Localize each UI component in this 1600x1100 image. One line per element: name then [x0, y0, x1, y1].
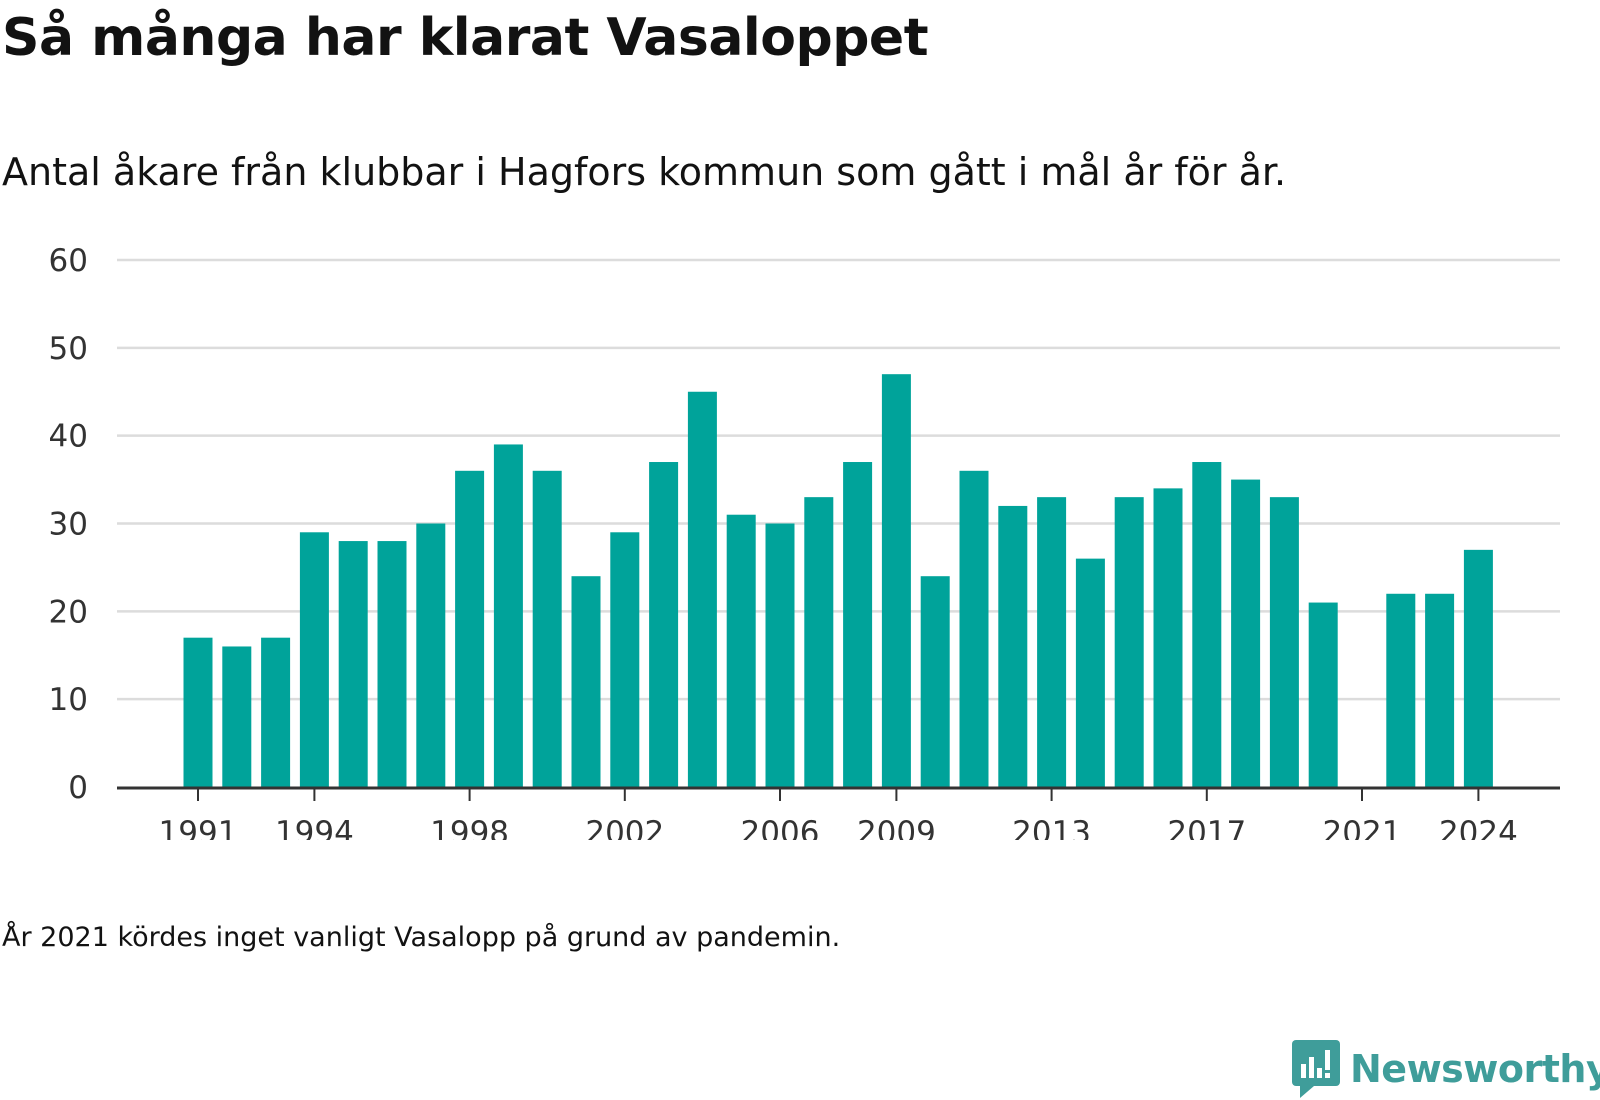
bar-2007: [804, 497, 834, 787]
y-tick-label: 20: [49, 594, 88, 630]
footnote: År 2021 kördes inget vanligt Vasalopp på…: [2, 922, 841, 953]
bar-2005: [726, 514, 756, 787]
bar-1996: [377, 541, 407, 787]
x-tick-label: 2002: [585, 815, 664, 840]
y-tick-label: 40: [49, 419, 88, 455]
bar-2015: [1114, 497, 1144, 787]
bars: [183, 374, 1493, 787]
chart-title: Så många har klarat Vasaloppet: [2, 8, 929, 68]
bar-2019: [1269, 497, 1299, 787]
y-tick-label: 0: [68, 770, 88, 806]
brand-name: Newsworthy: [1350, 1047, 1600, 1091]
x-axis-labels: 1991 1994 1998 2002 2006 2009 2013 2017 2021 2024: [159, 815, 1518, 840]
bar-2008: [843, 462, 873, 787]
y-tick-label: 30: [49, 507, 88, 543]
bar-2004: [687, 391, 717, 787]
x-tick-label: 2013: [1012, 815, 1091, 840]
bar-2003: [649, 462, 679, 787]
gridlines: [117, 258, 1560, 701]
bar-2000: [532, 470, 562, 787]
x-tick-label: 1991: [159, 815, 238, 840]
bar-1991: [183, 637, 213, 787]
bar-1999: [493, 444, 523, 787]
bar-2024: [1463, 549, 1493, 787]
newsworthy-logo-icon: [1292, 1040, 1340, 1098]
bar-2014: [1075, 558, 1105, 787]
bar-1992: [222, 646, 252, 787]
bar-2011: [959, 470, 989, 787]
bar-2006: [765, 523, 795, 787]
bar-2009: [881, 374, 911, 787]
bar-2023: [1425, 593, 1455, 787]
brand-logo: Newsworthy: [1292, 1040, 1600, 1098]
bar-2012: [998, 505, 1028, 787]
bar-1995: [338, 541, 368, 787]
bar-1994: [299, 532, 329, 787]
bar-1993: [261, 637, 291, 787]
bar-2013: [1037, 497, 1067, 787]
chart-subtitle: Antal åkare från klubbar i Hagfors kommu…: [2, 150, 1287, 194]
y-tick-label: 10: [49, 682, 88, 718]
x-tick-label: 1994: [275, 815, 354, 840]
y-tick-label: 60: [49, 243, 88, 279]
bar-2001: [571, 576, 601, 787]
x-tick-label: 2024: [1439, 815, 1518, 840]
x-tick-label: 2006: [741, 815, 820, 840]
y-axis-labels: 0 10 20 30 40 50 60: [49, 243, 88, 806]
bar-1998: [455, 470, 485, 787]
bar-2018: [1231, 479, 1261, 787]
bar-2017: [1192, 462, 1222, 787]
x-tick-label: 1998: [430, 815, 509, 840]
bar-2002: [610, 532, 640, 787]
bar-2020: [1308, 602, 1338, 787]
bar-2016: [1153, 488, 1183, 787]
y-tick-label: 50: [49, 331, 88, 367]
bar-1997: [416, 523, 446, 787]
x-tick-label: 2017: [1167, 815, 1246, 840]
x-tick-label: 2021: [1323, 815, 1402, 840]
x-axis: [117, 786, 1560, 801]
bar-2010: [920, 576, 950, 787]
x-tick-label: 2009: [857, 815, 936, 840]
bar-chart: 0 10 20 30 40 50 60 1991 1994 1998 2002 2006 2009 20…: [49, 243, 1560, 840]
bar-2022: [1386, 593, 1416, 787]
